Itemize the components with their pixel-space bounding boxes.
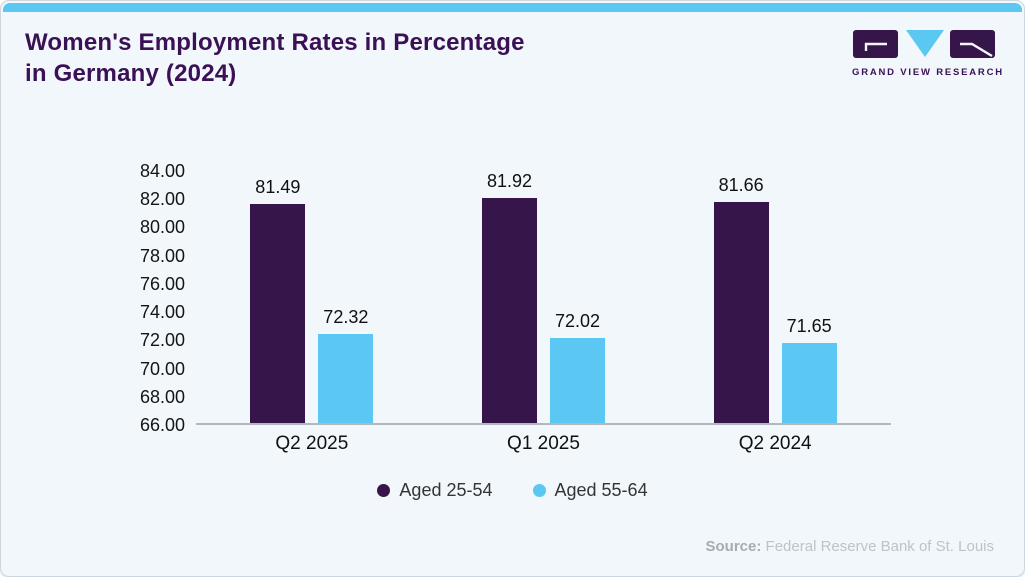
bar-group-q2-2025: 81.49 72.32 xyxy=(250,177,374,423)
legend-dot-icon xyxy=(377,484,391,497)
bar-value-label: 72.02 xyxy=(554,311,601,332)
bar-value-label: 72.32 xyxy=(323,306,369,327)
bar-group-q1-2025: 81.92 72.02 xyxy=(482,171,605,423)
grand-view-research-logo: GRAND VIEW RESEARCH xyxy=(852,29,1004,78)
legend-item-aged-25-54: Aged 25-54 xyxy=(377,480,493,501)
y-tick-label: 76.00 xyxy=(139,273,185,294)
bar-aged-25-54: 81.49 xyxy=(250,177,306,423)
legend-dot-icon xyxy=(532,484,546,497)
bar-aged-25-54: 81.92 xyxy=(482,171,537,423)
bar-aged-25-54: 81.66 xyxy=(713,175,769,423)
source-attribution: Source: Federal Reserve Bank of St. Loui… xyxy=(706,538,994,555)
y-tick-label: 74.00 xyxy=(139,302,185,323)
x-axis-label: Q2 2024 xyxy=(738,433,812,454)
bar-group-q2-2024: 81.66 71.65 xyxy=(713,175,837,423)
y-tick-label: 80.00 xyxy=(139,217,185,238)
legend-item-aged-55-64: Aged 55-64 xyxy=(532,480,648,501)
bar-aged-55-64: 72.32 xyxy=(318,307,374,423)
y-tick-label: 66.00 xyxy=(139,415,185,435)
accent-top-bar xyxy=(3,3,1022,12)
logo-wordmark: GRAND VIEW RESEARCH xyxy=(852,67,1004,78)
plot-area: 81.49 72.32 Q2 2025 81.92 72.02 Q1 2025 81.66 7… xyxy=(196,171,891,454)
x-axis-label: Q2 2025 xyxy=(275,433,349,454)
source-label: Source: xyxy=(705,538,762,555)
bar-value-label: 71.65 xyxy=(786,316,832,337)
gvr-logo-icon xyxy=(853,30,995,58)
bar-value-label: 81.92 xyxy=(486,171,533,192)
bar-value-label: 81.66 xyxy=(718,175,764,196)
chart-title-line2: in Germany (2024) xyxy=(25,60,237,87)
legend-label: Aged 55-64 xyxy=(554,480,648,500)
y-tick-label: 82.00 xyxy=(139,189,185,210)
x-axis-label: Q1 2025 xyxy=(507,433,580,454)
bar-aged-55-64: 71.65 xyxy=(781,316,837,423)
legend-label: Aged 25-54 xyxy=(399,480,493,500)
y-axis-tick-labels: 84.00 82.00 80.00 78.00 76.00 74.00 72.00 70.00… xyxy=(119,161,185,435)
bar-value-label: 81.49 xyxy=(255,177,301,198)
y-tick-label: 68.00 xyxy=(139,386,185,407)
chart-title: Women's Employment Rates in Percentage i… xyxy=(25,27,525,89)
chart-title-line1: Women's Employment Rates in Percentage xyxy=(25,29,525,56)
y-tick-label: 72.00 xyxy=(139,330,185,351)
y-tick-label: 84.00 xyxy=(139,161,185,181)
source-text: Federal Reserve Bank of St. Louis xyxy=(761,538,994,555)
y-tick-label: 78.00 xyxy=(139,245,185,266)
chart-legend: Aged 25-54 Aged 55-64 xyxy=(1,480,1024,501)
y-tick-label: 70.00 xyxy=(139,358,185,379)
bar-aged-55-64: 72.02 xyxy=(550,311,605,423)
